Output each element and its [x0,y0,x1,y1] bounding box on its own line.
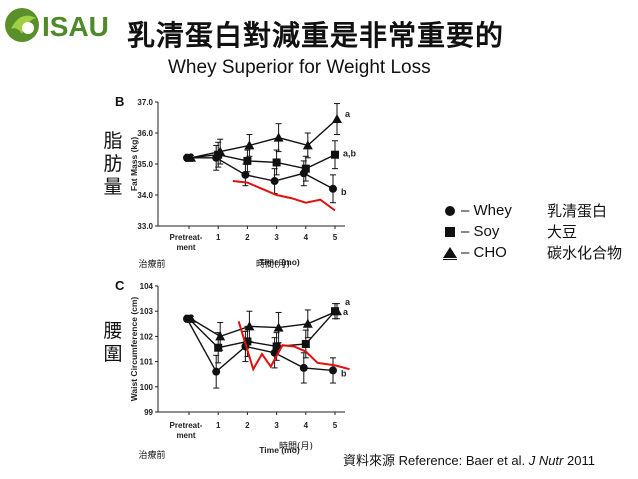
x-tick-label: 5 [333,421,338,430]
significance-label: b [341,187,347,197]
legend-cn-label: 乳清蛋白 [547,200,607,221]
legend: – Whey 乳清蛋白 – Soy 大豆 – CHO 碳水化合物 [441,200,622,263]
significance-label: a [345,109,351,119]
y-tick-label: 103 [140,307,154,316]
panel-letter: C [115,278,125,293]
legend-cn-label: 大豆 [547,221,577,242]
x-tick-label: 1 [216,421,221,430]
x-tick-label: 4 [304,421,309,430]
data-point-soy [243,157,251,165]
data-point-cho [303,319,313,328]
x-tick-label: 1 [216,233,221,242]
y-tick-label: 37.0 [137,98,153,107]
data-point-whey [329,366,337,374]
x-tick-label: 3 [274,421,279,430]
x-extra-label-pretreatment: 治療前 [138,449,165,461]
x-tick-label: Pretreat- [170,233,203,242]
x-tick-label: Pretreat- [170,421,203,430]
data-point-whey [271,177,279,185]
data-point-soy [331,151,339,159]
data-point-soy [302,165,310,173]
panel-letter: B [115,94,124,109]
series-line-soy [189,311,335,348]
y-tick-label: 99 [144,408,153,417]
data-point-whey [212,368,220,376]
legend-cn-label: 碳水化合物 [547,242,622,263]
data-point-cho [274,133,284,142]
significance-label: b [341,368,347,378]
x-tick-label: ment [176,431,195,440]
x-extra-label-months: 時間(月) [279,441,313,452]
legend-item-whey: – Whey 乳清蛋白 [441,200,622,221]
series-line-whey [187,158,333,189]
legend-item-soy: – Soy 大豆 [441,221,622,242]
y-axis-title: Waist Circumference (cm) [129,297,139,402]
x-tick-label: 2 [245,233,250,242]
x-extra-label-months: 時間(月) [256,259,290,270]
y-tick-label: 36.0 [137,129,153,138]
triangle-marker-icon [441,246,461,260]
x-tick-label: 3 [274,233,279,242]
reference-journal: J Nutr [529,453,564,468]
y-tick-label: 100 [140,383,154,392]
y-tick-label: 33.0 [137,222,153,231]
legend-label: – Whey [461,202,547,219]
data-point-whey [300,364,308,372]
circle-marker-icon [441,204,461,218]
y-tick-label: 104 [140,282,154,291]
y-tick-label: 102 [140,332,154,341]
significance-label: a [345,297,351,307]
series-line-cho [191,119,337,158]
series-line-soy [189,155,335,169]
chart-panel-b: B 33.0 34.0 35.0 36.0 37.0 Fat Mass (kg) Pretre… [115,94,357,270]
x-tick-label: ment [176,243,195,252]
x-tick-label: 4 [304,233,309,242]
y-axis-title: Fat Mass (kg) [129,137,139,191]
x-extra-label-pretreatment: 治療前 [138,258,165,270]
legend-item-cho: – CHO 碳水化合物 [441,242,622,263]
y-tick-label: 35.0 [137,160,153,169]
significance-label: a [343,307,349,317]
legend-label: – CHO [461,244,547,261]
x-tick-label: 2 [245,421,250,430]
data-point-whey [329,185,337,193]
reference-citation: 資料來源 Reference: Baer et al. J Nutr 2011 [343,450,595,469]
data-point-soy [302,340,310,348]
reference-prefix: 資料來源 Reference: Baer et al. [343,453,525,468]
reference-year: 2011 [567,453,595,468]
data-point-soy [273,158,281,166]
square-marker-icon [441,225,461,239]
legend-label: – Soy [461,223,547,240]
significance-label: a,b [343,149,357,159]
y-tick-label: 34.0 [137,191,153,200]
data-point-cho [332,114,342,123]
y-tick-label: 101 [140,358,154,367]
x-tick-label: 5 [333,233,338,242]
